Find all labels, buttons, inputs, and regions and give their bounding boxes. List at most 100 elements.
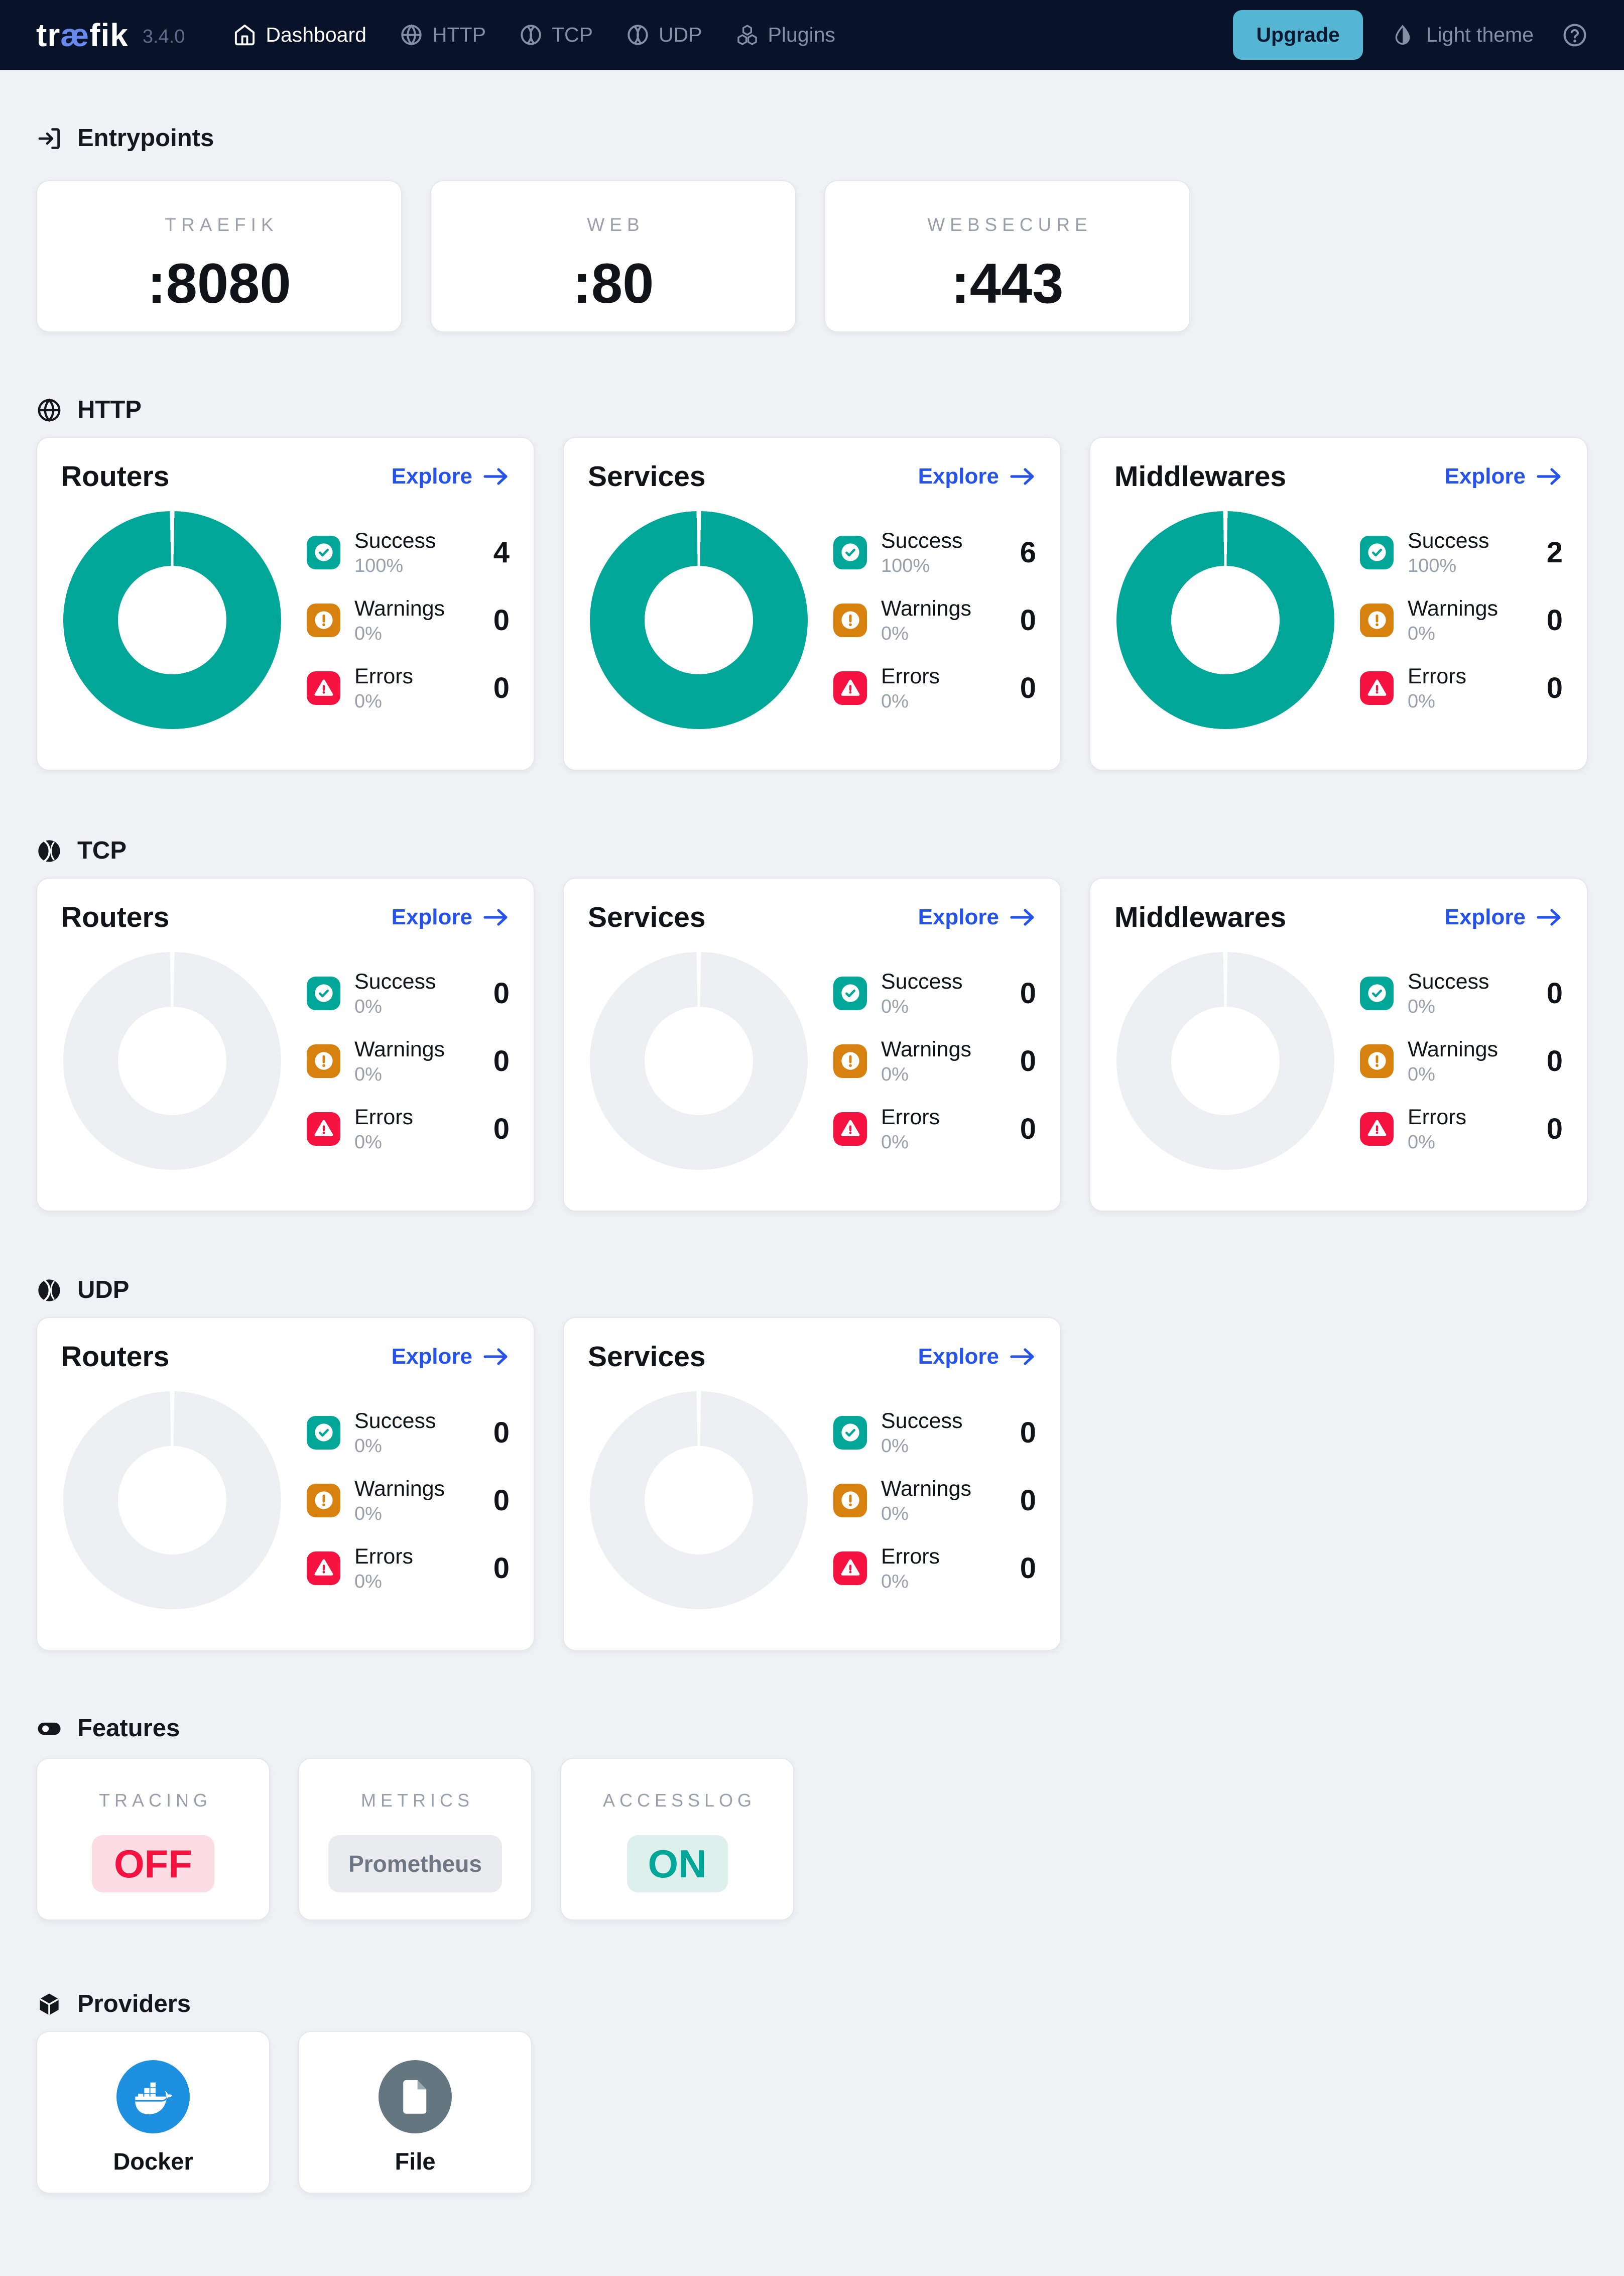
legend-value: 0 [1020,977,1036,1010]
legend-label: Warnings [881,596,972,621]
plugins-icon [735,23,759,47]
legend-label: Errors [354,664,414,689]
success-icon [1360,976,1394,1010]
section-title: Providers [77,1990,191,2018]
explore-link[interactable]: Explore [918,1344,1036,1369]
http-cards-row: Routers Explore Success 100% 4 Warnings 0 [36,436,1588,771]
nav-item-dashboard[interactable]: Dashboard [233,23,366,47]
help-icon [1562,22,1588,48]
entrypoint-card-web: WEB :80 [430,180,796,332]
nav-item-tcp[interactable]: TCP [519,23,593,47]
features-heading: Features [36,1651,1588,1742]
legend-row-warnings: Warnings 0% 0 [307,597,510,643]
explore-link[interactable]: Explore [392,1344,510,1369]
legend-percent: 0% [881,1503,909,1524]
tcp-middlewares-card: Middlewares Explore Success 0% 0 Warning [1089,877,1588,1212]
explore-link[interactable]: Explore [1445,464,1563,489]
feature-card-metrics: METRICS Prometheus [298,1758,532,1921]
legend-value: 0 [1546,977,1563,1010]
error-icon [307,671,340,705]
section-title: TCP [77,836,127,864]
globe-icon [36,397,62,423]
legend-row-success: Success 0% 0 [307,969,510,1016]
explore-link[interactable]: Explore [392,464,510,489]
legend-percent: 0% [1408,623,1435,645]
legend-percent: 0% [354,1571,382,1592]
home-icon [233,23,257,47]
legend-value: 0 [1020,1484,1036,1517]
features-section: Features TRACING OFF METRICS Prometheus … [36,1651,1588,1921]
legend-value: 0 [493,672,510,705]
nav-item-label: UDP [658,23,702,46]
legend-percent: 0% [354,1435,382,1457]
error-icon [1360,1112,1394,1146]
provider-card-docker: Docker [36,2031,270,2194]
warning-icon [307,1483,340,1517]
legend-row-warnings: Warnings 0% 0 [833,1477,1036,1524]
tcp-heading: TCP [36,771,1588,865]
legend-percent: 0% [354,1503,382,1524]
status-donut-chart [63,1391,281,1610]
legend-label: Errors [1408,664,1467,689]
arrow-right-icon [1009,907,1036,928]
proxy-ball-icon [519,23,543,47]
status-donut-chart [63,511,281,730]
legend-row-success: Success 100% 6 [833,529,1036,575]
legend-row-errors: Errors 0% 0 [307,1545,510,1591]
login-icon [36,126,62,152]
theme-toggle-label: Light theme [1426,23,1534,46]
explore-link[interactable]: Explore [918,464,1036,489]
legend-percent: 100% [1408,555,1457,576]
feature-status-badge: Prometheus [328,1835,502,1893]
nav-item-udp[interactable]: UDP [626,23,702,47]
legend-label: Warnings [354,1476,445,1501]
success-icon [833,976,867,1010]
card-title: Services [588,901,706,933]
explore-link[interactable]: Explore [1445,905,1563,930]
status-donut-chart [590,952,808,1170]
legend-row-errors: Errors 0% 0 [833,665,1036,711]
legend-row-warnings: Warnings 0% 0 [1360,597,1563,643]
feature-card-accesslog: ACCESSLOG ON [560,1758,794,1921]
legend-percent: 0% [354,691,382,712]
docker-icon [116,2060,190,2134]
explore-link[interactable]: Explore [392,905,510,930]
legend-value: 0 [1546,1044,1563,1077]
card-title: Middlewares [1114,460,1287,493]
legend-value: 4 [493,536,510,569]
nav-item-plugins[interactable]: Plugins [735,23,835,47]
legend-value: 0 [1020,604,1036,637]
status-legend: Success 100% 4 Warnings 0% 0 Errors 0% 0 [307,529,510,712]
http-routers-card: Routers Explore Success 100% 4 Warnings 0 [36,436,535,771]
traefik-logo: træfik [36,17,129,53]
legend-value: 6 [1020,536,1036,569]
legend-label: Errors [354,1105,414,1129]
nav-item-http[interactable]: HTTP [400,23,486,47]
success-icon [307,1415,340,1450]
section-title: Features [77,1714,180,1742]
package-box-icon [36,1991,62,2017]
udp-section: UDP Routers Explore Success 0% 0 [36,1212,1588,1651]
nav-item-label: TCP [551,23,593,46]
udp-routers-card: Routers Explore Success 0% 0 Warnings 0% [36,1316,535,1651]
section-title: UDP [77,1276,130,1303]
legend-percent: 0% [881,623,909,645]
arrow-right-icon [1009,1346,1036,1367]
legend-label: Success [354,969,436,994]
nav-item-label: Dashboard [266,23,366,46]
explore-link[interactable]: Explore [918,905,1036,930]
providers-section: Providers Docker File [36,1921,1588,2194]
theme-toggle[interactable]: Light theme [1391,23,1534,47]
legend-label: Warnings [881,1037,972,1061]
help-button[interactable] [1562,22,1588,48]
top-navbar: træfik 3.4.0 Dashboard HTTP TCP UDP Plug… [0,0,1624,70]
status-legend: Success 0% 0 Warnings 0% 0 Errors 0% 0 [307,969,510,1152]
card-title: Routers [61,460,170,493]
status-legend: Success 0% 0 Warnings 0% 0 Errors 0% 0 [307,1409,510,1591]
section-title: HTTP [77,396,142,423]
legend-row-success: Success 0% 0 [833,970,1036,1016]
upgrade-button[interactable]: Upgrade [1233,10,1363,60]
legend-row-success: Success 0% 0 [833,1408,1036,1456]
legend-label: Warnings [354,596,445,621]
legend-label: Success [881,1408,963,1433]
